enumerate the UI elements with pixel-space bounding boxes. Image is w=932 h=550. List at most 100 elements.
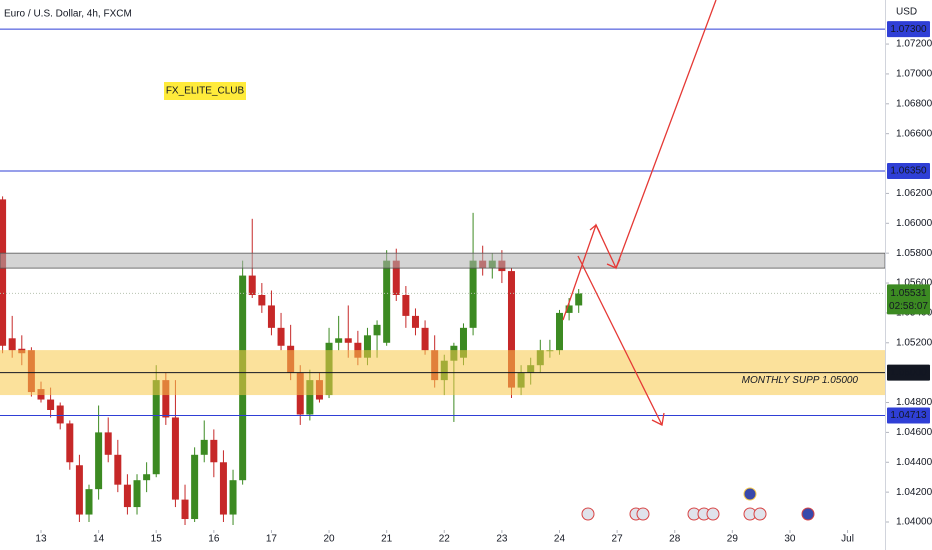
candle-body [344, 338, 352, 343]
y-tick-label: 1.05200 [896, 337, 932, 348]
candle-body [47, 399, 55, 410]
y-tick-label: 1.06600 [896, 128, 932, 139]
candle-body [152, 380, 160, 475]
candle-body [277, 327, 285, 346]
event-icon [801, 507, 815, 521]
zone-note: MONTHLY SUPP 1.05000 [742, 375, 859, 386]
y-tick-label: 1.07000 [896, 69, 932, 80]
y-tick-label: 1.04200 [896, 487, 932, 498]
candle-body [402, 294, 410, 316]
candle-body [248, 275, 256, 295]
candle-body [123, 484, 131, 508]
countdown-label: 02:58:07 [889, 301, 928, 312]
y-tick-label: 1.06000 [896, 218, 932, 229]
x-tick-label: 15 [151, 534, 163, 545]
candle-body [469, 260, 477, 328]
x-tick-label: 23 [496, 534, 508, 545]
candle-body [0, 199, 7, 346]
x-tick-label: 16 [208, 534, 220, 545]
candle-body [459, 327, 467, 358]
zone [0, 252, 886, 269]
candle-body [181, 499, 189, 520]
event-icon [753, 507, 767, 521]
candle-body [219, 462, 227, 515]
event-icon [636, 507, 650, 521]
y-tick-label: 1.04000 [896, 517, 932, 528]
level-label: 1.05000 [890, 367, 927, 378]
y-tick-label: 1.04800 [896, 397, 932, 408]
chart-title: Euro / U.S. Dollar, 4h, FXCM [4, 9, 132, 20]
forecast-arrows [562, 0, 717, 426]
price-labels: 1.04000 1.04200 1.04400 1.04600 1.04800 1.052… [887, 21, 932, 528]
annotation-text: FX_ELITE_CLUB [166, 86, 245, 97]
y-tick-label: 1.05600 [896, 278, 932, 289]
y-tick-label: 1.07200 [896, 39, 932, 50]
x-tick-label: 22 [439, 534, 451, 545]
candle-body [373, 324, 381, 336]
y-tick-label: 1.04400 [896, 457, 932, 468]
candle-body [114, 454, 122, 485]
x-tick-label: 24 [554, 534, 566, 545]
event-icon [706, 507, 720, 521]
candle-body [229, 480, 237, 515]
candle-body [66, 423, 74, 463]
x-tick-label: 27 [612, 534, 624, 545]
x-tick-label: 21 [381, 534, 393, 545]
x-tick-label: 17 [266, 534, 278, 545]
candle-body [575, 293, 583, 306]
candle-body [104, 432, 112, 455]
last-price-box [887, 284, 930, 315]
candle-body [363, 335, 371, 358]
currency-label: USD [896, 7, 917, 18]
candle-body [507, 271, 515, 388]
arrow-head [589, 223, 601, 234]
x-tick-label: 29 [727, 534, 739, 545]
arrow-head [651, 412, 665, 426]
candle-body [95, 432, 103, 490]
level-label: 1.07300 [890, 24, 927, 35]
candle-body [392, 260, 400, 295]
event-icons [581, 487, 815, 521]
level-label-box [887, 407, 930, 424]
candle-body [411, 315, 419, 328]
candle-body [335, 338, 343, 343]
candle-body [85, 489, 93, 515]
candle-body [143, 474, 151, 481]
arrow-head [606, 258, 621, 269]
last-price-label: 1.05531 [890, 288, 927, 299]
candle-body [162, 380, 170, 418]
x-tick-label: 14 [93, 534, 105, 545]
bull-path [562, 0, 717, 321]
candle-body [565, 305, 573, 313]
level-label: 1.06350 [890, 166, 927, 177]
x-tick-label: 20 [323, 534, 335, 545]
y-tick-label: 1.04600 [896, 427, 932, 438]
candle-body [8, 338, 16, 351]
event-icon [743, 487, 757, 501]
chart-base: 13 14 15 16 17 20 21 22 23 24 27 28 29 30 Jul MONTHLY S… [0, 28, 889, 545]
candle-body [383, 260, 391, 343]
candle-body [421, 327, 429, 351]
x-tick-label: 28 [669, 534, 681, 545]
y-tick-label: 1.06200 [896, 188, 932, 199]
level-label: 1.04713 [890, 410, 927, 421]
candle-body [191, 454, 199, 520]
y-tick-label: 1.06800 [896, 98, 932, 109]
candle-body [171, 417, 179, 500]
x-tick-label: 30 [784, 534, 796, 545]
candle-body [306, 380, 314, 415]
candle-body [133, 480, 141, 508]
candle-body [56, 405, 64, 424]
event-icon [581, 507, 595, 521]
y-tick-label: 1.05800 [896, 248, 932, 259]
candle-body [75, 465, 83, 515]
annotation-box [164, 82, 246, 100]
candle-body [200, 439, 208, 455]
candle-body [267, 305, 275, 328]
bear-path [577, 255, 663, 426]
candle-body [555, 312, 563, 351]
candle-body [210, 439, 218, 463]
level-label-box [887, 364, 930, 381]
candle-body [258, 294, 266, 306]
